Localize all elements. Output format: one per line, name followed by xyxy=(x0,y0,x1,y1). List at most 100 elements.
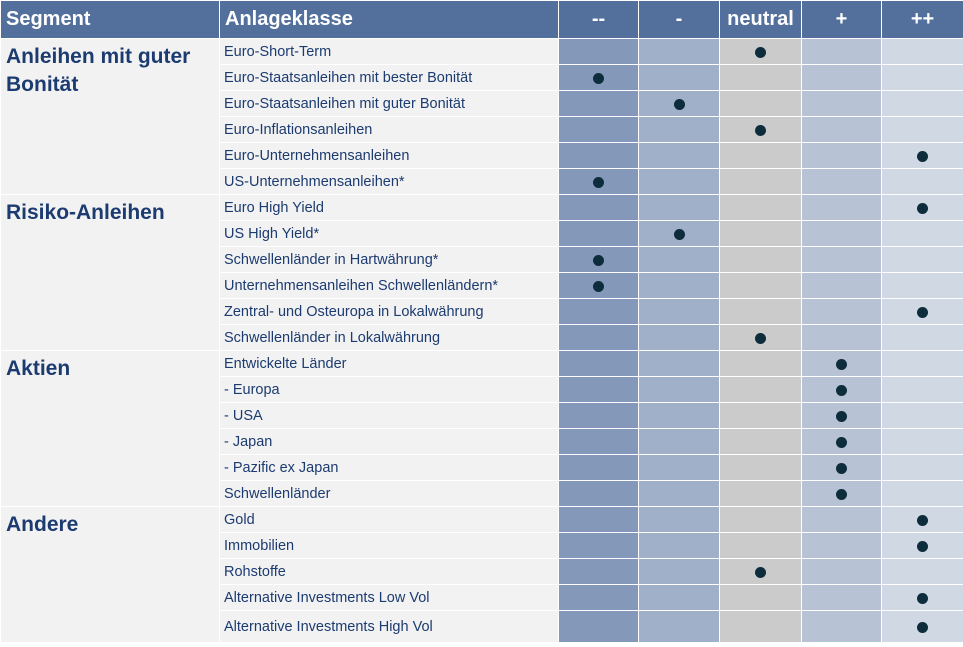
rating-cell xyxy=(881,246,963,273)
rating-cell xyxy=(638,532,720,559)
rating-dot-icon xyxy=(593,280,604,292)
header-class: Anlageklasse xyxy=(219,0,559,39)
rating-dot-icon xyxy=(917,306,928,318)
asset-class-label: Euro-Unternehmensanleihen xyxy=(219,142,559,169)
rating-cell xyxy=(558,168,639,195)
rating-cell xyxy=(638,454,720,481)
rating-cell xyxy=(801,116,882,143)
asset-class-label: Alternative Investments High Vol xyxy=(219,610,559,643)
rating-cell xyxy=(801,194,882,221)
table-row: Schwellenländer xyxy=(1,480,963,507)
table-row: Anleihen mit guter Bonität Euro-Short-Ter… xyxy=(0,38,963,195)
rating-cell xyxy=(881,116,963,143)
rating-dot-icon xyxy=(755,332,766,344)
rating-cell xyxy=(719,506,802,533)
table-row: - Pazific ex Japan xyxy=(1,454,963,481)
table-row: Rohstoffe xyxy=(1,558,963,585)
rating-cell xyxy=(881,402,963,429)
rating-cell xyxy=(881,298,963,325)
rating-cell xyxy=(638,272,720,299)
rating-cell xyxy=(719,558,802,585)
rating-cell xyxy=(719,90,802,117)
header-rating: + xyxy=(801,0,882,39)
rating-cell xyxy=(719,220,802,247)
rating-cell xyxy=(801,610,882,643)
rating-cell xyxy=(558,454,639,481)
rating-cell xyxy=(801,90,882,117)
table-row: US-Unternehmensanleihen* xyxy=(1,168,963,195)
asset-class-label: Rohstoffe xyxy=(219,558,559,585)
rating-cell xyxy=(638,480,720,507)
segment-label: Anleihen mit guter Bonität xyxy=(0,38,220,195)
rating-cell xyxy=(719,532,802,559)
rating-cell xyxy=(558,220,639,247)
rating-cell xyxy=(558,376,639,403)
rating-cell xyxy=(558,116,639,143)
asset-class-label: Entwickelte Länder xyxy=(219,350,559,377)
rating-cell xyxy=(801,376,882,403)
rating-cell xyxy=(801,64,882,91)
asset-class-label: Schwellenländer in Lokalwährung xyxy=(219,324,559,351)
asset-class-label: Gold xyxy=(219,506,559,533)
asset-class-label: Euro-Staatsanleihen mit bester Bonität xyxy=(219,64,559,91)
asset-class-label: Alternative Investments Low Vol xyxy=(219,584,559,611)
rating-cell xyxy=(558,142,639,169)
rating-cell xyxy=(638,376,720,403)
rating-cell xyxy=(881,506,963,533)
rating-cell xyxy=(801,584,882,611)
rating-cell xyxy=(638,610,720,643)
rating-cell xyxy=(801,168,882,195)
rating-dot-icon xyxy=(917,514,928,526)
rating-cell xyxy=(801,480,882,507)
rating-cell xyxy=(719,324,802,351)
rating-cell xyxy=(558,610,639,643)
rating-dot-icon xyxy=(755,46,766,58)
rating-cell xyxy=(558,402,639,429)
rating-cell xyxy=(558,532,639,559)
table-row: Aktien Entwickelte Länder xyxy=(0,350,963,507)
rating-dot-icon xyxy=(917,621,928,633)
rating-dot-icon xyxy=(836,358,847,370)
rating-cell xyxy=(881,376,963,403)
table-row: Unternehmensanleihen Schwellenländern* xyxy=(1,272,963,299)
rating-cell xyxy=(881,454,963,481)
rating-cell xyxy=(801,246,882,273)
asset-class-label: - Pazific ex Japan xyxy=(219,454,559,481)
rating-cell xyxy=(881,220,963,247)
rating-cell xyxy=(558,584,639,611)
rating-cell xyxy=(719,428,802,455)
asset-class-label: Zentral- und Osteuropa in Lokalwährung xyxy=(219,298,559,325)
rating-cell xyxy=(801,428,882,455)
rating-cell xyxy=(881,38,963,65)
rating-cell xyxy=(638,168,720,195)
rating-dot-icon xyxy=(836,436,847,448)
asset-class-label: Schwellenländer xyxy=(219,480,559,507)
rating-dot-icon xyxy=(836,384,847,396)
rating-cell xyxy=(638,64,720,91)
rating-cell xyxy=(558,298,639,325)
rating-cell xyxy=(638,246,720,273)
rating-cell xyxy=(558,558,639,585)
rating-cell xyxy=(638,558,720,585)
rating-cell xyxy=(558,272,639,299)
rating-cell xyxy=(719,298,802,325)
rating-cell xyxy=(719,38,802,65)
rating-cell xyxy=(801,402,882,429)
header-rating: -- xyxy=(558,0,639,39)
asset-class-label: Euro-Short-Term xyxy=(219,38,559,65)
segment-label: Aktien xyxy=(0,350,220,507)
rating-cell xyxy=(638,38,720,65)
table-row: Andere Gold xyxy=(0,506,963,643)
rating-cell xyxy=(801,454,882,481)
rating-dot-icon xyxy=(836,488,847,500)
asset-class-label: - Europa xyxy=(219,376,559,403)
header-segment: Segment xyxy=(0,0,220,39)
rating-cell xyxy=(719,584,802,611)
asset-class-label: Euro-Inflationsanleihen xyxy=(219,116,559,143)
rating-cell xyxy=(558,64,639,91)
segment-label: Risiko-Anleihen xyxy=(0,194,220,351)
table-row: Euro-Staatsanleihen mit bester Bonität xyxy=(1,64,963,91)
rating-cell xyxy=(719,350,802,377)
rating-cell xyxy=(638,324,720,351)
table-row: US High Yield* xyxy=(1,220,963,247)
